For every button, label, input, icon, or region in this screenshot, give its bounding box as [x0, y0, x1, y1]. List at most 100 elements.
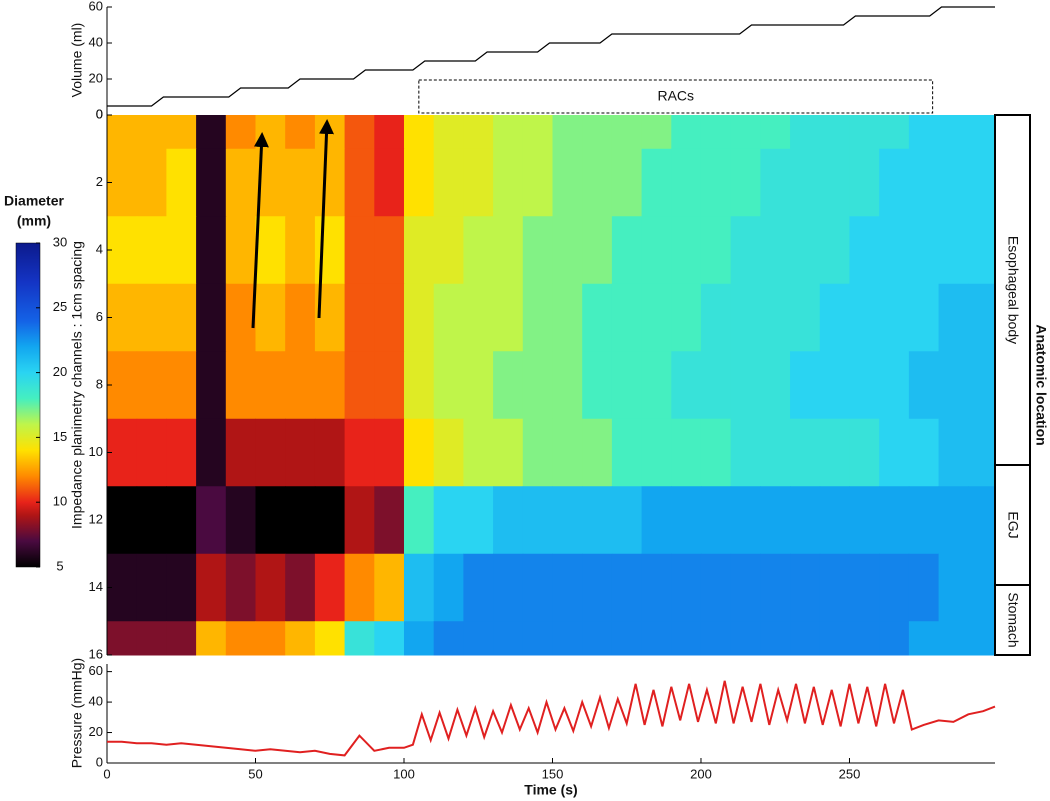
heat-cell: [136, 351, 167, 420]
heat-cell: [374, 283, 405, 352]
heat-cell: [879, 148, 910, 217]
heat-cell: [968, 486, 996, 555]
heat-cell: [196, 351, 227, 420]
heat-cell: [819, 418, 850, 487]
colorbar-tick-label: 30: [53, 234, 67, 249]
heat-cell: [344, 351, 375, 420]
heat-cell: [641, 351, 672, 420]
heat-cell: [314, 553, 346, 622]
heat-cell: [700, 351, 732, 420]
heat-cell: [433, 148, 464, 217]
heat-cell: [700, 148, 732, 217]
heat-cell: [166, 283, 197, 352]
heat-cell: [790, 351, 821, 420]
y-axis-title: Impedance planimetry channels : 1cm spac…: [69, 241, 85, 529]
colorbar-tick-label: 25: [53, 299, 67, 314]
heat-cell: [166, 115, 197, 150]
data-line: [107, 6, 995, 107]
heat-cell: [700, 283, 732, 352]
heat-cell: [552, 148, 583, 217]
heat-cell: [849, 216, 880, 285]
heat-cell: [611, 216, 643, 285]
heat-cell: [493, 553, 524, 622]
heat-cell: [374, 621, 405, 656]
heat-cell: [908, 553, 940, 622]
heat-cell: [463, 486, 494, 555]
heat-cell: [908, 283, 940, 352]
heat-cell: [403, 148, 435, 217]
heatmap: [107, 115, 996, 656]
heat-cell: [611, 283, 643, 352]
heat-cell: [790, 553, 821, 622]
heat-cell: [433, 553, 464, 622]
heat-cell: [255, 216, 286, 285]
heat-cell: [463, 148, 494, 217]
heat-cell: [879, 418, 910, 487]
heat-cell: [493, 148, 524, 217]
heat-cell: [136, 216, 167, 285]
colorbar-tick-label: 5: [56, 558, 63, 573]
heat-cell: [225, 553, 256, 622]
heat-cell: [968, 283, 996, 352]
colorbar-tick-label: 20: [53, 364, 67, 379]
y-tick-label: 6: [96, 309, 103, 324]
heat-cell: [582, 148, 613, 217]
heat-cell: [730, 148, 761, 217]
heat-cell: [760, 553, 791, 622]
heat-cell: [908, 621, 940, 656]
heat-cell: [463, 621, 494, 656]
heat-cell: [582, 621, 613, 656]
heat-cell: [433, 351, 464, 420]
heat-cell: [255, 418, 286, 487]
heat-cell: [522, 621, 553, 656]
heat-cell: [403, 115, 435, 150]
heat-cell: [463, 283, 494, 352]
heat-cell: [790, 418, 821, 487]
heat-cell: [225, 115, 256, 150]
heat-cell: [136, 486, 167, 555]
heat-cell: [374, 115, 405, 150]
heat-cell: [107, 283, 138, 352]
y-tick-label: 60: [89, 0, 103, 13]
heat-cell: [285, 621, 316, 656]
x-axis-title: Time (s): [524, 782, 577, 798]
heat-cell: [285, 283, 316, 352]
region-box: [994, 114, 1031, 656]
heat-cell: [552, 115, 583, 150]
heat-cell: [968, 216, 996, 285]
heat-cell: [582, 553, 613, 622]
annotation-box: [418, 79, 934, 114]
heat-cell: [760, 351, 791, 420]
heat-cell: [166, 216, 197, 285]
heat-cell: [671, 148, 702, 217]
heat-cell: [463, 418, 494, 487]
heat-cell: [908, 351, 940, 420]
heat-cell: [730, 418, 761, 487]
heat-cell: [611, 553, 643, 622]
heat-cell: [196, 418, 227, 487]
heat-cell: [908, 418, 940, 487]
heat-cell: [552, 283, 583, 352]
heat-cell: [166, 486, 197, 555]
colorbar-title: Diameter: [4, 193, 64, 209]
x-tick-label: 200: [690, 766, 712, 781]
heat-cell: [107, 553, 138, 622]
y-tick-label: 0: [96, 106, 103, 121]
heat-cell: [671, 115, 702, 150]
heat-cell: [908, 216, 940, 285]
heat-cell: [374, 148, 405, 217]
region-label: Esophageal body: [1005, 236, 1021, 344]
heat-cell: [225, 486, 256, 555]
heat-cell: [166, 148, 197, 217]
y-tick-label: 20: [89, 724, 103, 739]
heat-cell: [522, 351, 553, 420]
arrow: [251, 132, 269, 329]
heat-cell: [433, 486, 464, 555]
heat-cell: [819, 115, 850, 150]
colorbar: [15, 242, 41, 568]
heat-cell: [107, 148, 138, 217]
heat-cell: [344, 418, 375, 487]
heat-cell: [166, 351, 197, 420]
heat-cell: [225, 216, 256, 285]
